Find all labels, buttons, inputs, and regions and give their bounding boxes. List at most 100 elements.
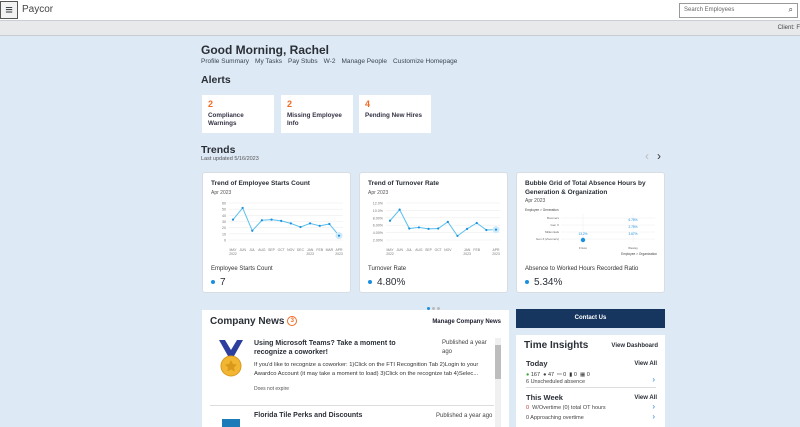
bubble-label: 2.75% xyxy=(628,225,637,229)
news-item-body: If you'd like to recognize a coworker: 1… xyxy=(254,362,479,377)
contact-us-button[interactable]: Contact Us xyxy=(516,309,665,328)
chevron-right-icon[interactable]: › xyxy=(652,402,655,411)
this-week-title: This Week xyxy=(526,393,563,402)
y-tick-label: 60 xyxy=(222,202,226,206)
metric-value: 7 xyxy=(211,277,226,288)
chevron-right-icon[interactable]: › xyxy=(652,375,655,384)
scrollbar-thumb[interactable] xyxy=(495,345,501,379)
x-tick-label: JUN xyxy=(239,248,246,252)
client-label: Client: F xyxy=(777,25,800,31)
chart-subtitle: Apr 2023 xyxy=(211,189,232,196)
y-tick-label: 4.00% xyxy=(373,231,384,235)
x-tick-label: NOV xyxy=(287,248,295,252)
view-dashboard-link[interactable]: View Dashboard xyxy=(611,343,658,349)
news-item-title[interactable]: Florida Tile Perks and Discounts xyxy=(254,412,363,419)
y-tick-label: 0 xyxy=(224,239,226,243)
data-point xyxy=(388,219,392,222)
unscheduled-absence[interactable]: 6 Unscheduled absence xyxy=(526,379,656,388)
col-label: Wesley xyxy=(628,246,638,250)
x-tick-label: JUL xyxy=(249,248,255,252)
alert-label: Compliance Warnings xyxy=(208,112,244,127)
data-point xyxy=(308,222,312,225)
metric-label: Employee Starts Count xyxy=(211,266,273,272)
chart-title: Trend of Employee Starts Count xyxy=(211,180,310,187)
x-tick-label: JUL xyxy=(406,248,412,252)
time-insights-panel: Time Insights View Dashboard Today View … xyxy=(516,335,665,427)
data-point xyxy=(437,227,440,230)
y-tick-label: 10.0% xyxy=(373,209,384,213)
x-tick-label: 2023 xyxy=(306,252,314,256)
news-item-title[interactable]: Using Microsoft Teams? Take a moment to … xyxy=(254,340,396,356)
trends-title: Trends xyxy=(201,144,236,156)
data-point xyxy=(408,227,411,230)
x-tick-label: FEB xyxy=(316,248,323,252)
series-line xyxy=(232,206,340,237)
link-profile-summary[interactable]: Profile Summary xyxy=(201,58,250,65)
bubble-label: 3.67% xyxy=(628,232,637,236)
card-turnover-rate[interactable]: Trend of Turnover Rate Apr 2023 12.0% 10.… xyxy=(359,172,508,293)
chevron-right-icon[interactable]: › xyxy=(652,412,655,421)
alert-count: 2 xyxy=(287,99,293,109)
carousel-dot[interactable] xyxy=(432,307,435,310)
data-point xyxy=(456,234,459,238)
dot-icon xyxy=(368,280,372,285)
link-customize-homepage[interactable]: Customize Homepage xyxy=(393,58,458,65)
news-thumbnail xyxy=(222,419,240,427)
clocked-out-icon: ● xyxy=(543,372,547,378)
link-pay-stubs[interactable]: Pay Stubs xyxy=(288,58,318,65)
today-view-all[interactable]: View All xyxy=(634,361,657,367)
trends-updated: Last updated 5/16/2023 xyxy=(201,156,259,162)
approaching-overtime[interactable]: 0 Approaching overtime xyxy=(526,415,584,421)
y-tick-label: 12.0% xyxy=(373,202,384,206)
series-line xyxy=(389,208,497,237)
data-point xyxy=(231,218,235,221)
chart-title: Bubble Grid of Total Absence Hours by Ge… xyxy=(525,180,646,196)
col-label: Frisco xyxy=(579,246,587,250)
alert-count: 2 xyxy=(208,99,214,109)
carousel-dot[interactable] xyxy=(427,307,430,310)
count: 47 xyxy=(547,372,555,378)
row-label: Millennials xyxy=(545,230,560,234)
carousel-dots[interactable] xyxy=(427,297,442,315)
x-tick-label: 2023 xyxy=(335,252,343,256)
y-tick-label: 50 xyxy=(222,208,226,212)
search-placeholder: Search Employees xyxy=(684,7,735,13)
overtime-row[interactable]: 0 W/Overtime (0) total OT hours xyxy=(526,405,606,411)
chart-title: Trend of Turnover Rate xyxy=(368,180,440,187)
x-tick-label: NOV xyxy=(444,248,452,252)
medal-icon xyxy=(219,340,243,377)
company-news-panel: Company News 3 Manage Company News Using… xyxy=(202,310,509,427)
prev-arrow-icon[interactable]: ‹ xyxy=(645,149,649,163)
search-input[interactable]: Search Employees ⌕ xyxy=(679,3,798,18)
week-view-all[interactable]: View All xyxy=(634,395,657,401)
scrollbar[interactable] xyxy=(495,338,501,427)
clocked-in-icon: ● xyxy=(526,372,530,378)
search-icon[interactable]: ⌕ xyxy=(788,5,793,14)
link-manage-people[interactable]: Manage People xyxy=(341,58,388,65)
card-bubble-grid[interactable]: Bubble Grid of Total Absence Hours by Ge… xyxy=(516,172,665,293)
manage-news-link[interactable]: Manage Company News xyxy=(432,319,501,325)
card-employee-starts[interactable]: Trend of Employee Starts Count Apr 2023 … xyxy=(202,172,351,293)
x-tick-label: 2023 xyxy=(463,252,471,256)
bubble-label: 13.2% xyxy=(578,232,587,236)
x-tick-label: FEB xyxy=(473,248,480,252)
next-arrow-icon[interactable]: › xyxy=(657,149,661,163)
paycor-logo[interactable]: Paycor xyxy=(22,4,54,15)
alert-missing-info[interactable]: 2 Missing Employee Info xyxy=(281,95,353,133)
alert-label: Pending New Hires xyxy=(365,112,423,119)
data-point xyxy=(446,220,449,223)
break-icon: ▮ xyxy=(569,372,573,378)
alert-compliance[interactable]: 2 Compliance Warnings xyxy=(202,95,274,133)
hamburger-menu-icon[interactable]: ≡ xyxy=(0,1,18,19)
data-point xyxy=(270,218,273,221)
metric-value-text: 4.80% xyxy=(377,277,406,288)
data-point xyxy=(289,222,292,225)
data-point xyxy=(280,219,283,222)
alert-pending-hires[interactable]: 4 Pending New Hires xyxy=(359,95,431,133)
link-my-tasks[interactable]: My Tasks xyxy=(255,58,283,65)
carousel-dot[interactable] xyxy=(437,307,440,310)
link-w2[interactable]: W-2 xyxy=(323,58,336,65)
time-insights-title: Time Insights xyxy=(524,340,589,351)
bubble xyxy=(580,237,586,243)
x-tick-label: SEP xyxy=(268,248,276,252)
